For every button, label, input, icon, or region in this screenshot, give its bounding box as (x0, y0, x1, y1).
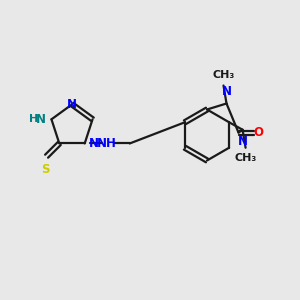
Text: CH₃: CH₃ (235, 153, 257, 163)
Text: N: N (67, 98, 77, 111)
Text: N: N (35, 113, 46, 126)
Text: H: H (29, 114, 38, 124)
Text: S: S (41, 163, 49, 176)
Text: O: O (254, 126, 264, 139)
Text: CH₃: CH₃ (212, 70, 235, 80)
Text: NH: NH (97, 137, 117, 150)
Text: N: N (89, 137, 99, 150)
Text: N: N (222, 85, 232, 98)
Text: N: N (238, 135, 248, 148)
